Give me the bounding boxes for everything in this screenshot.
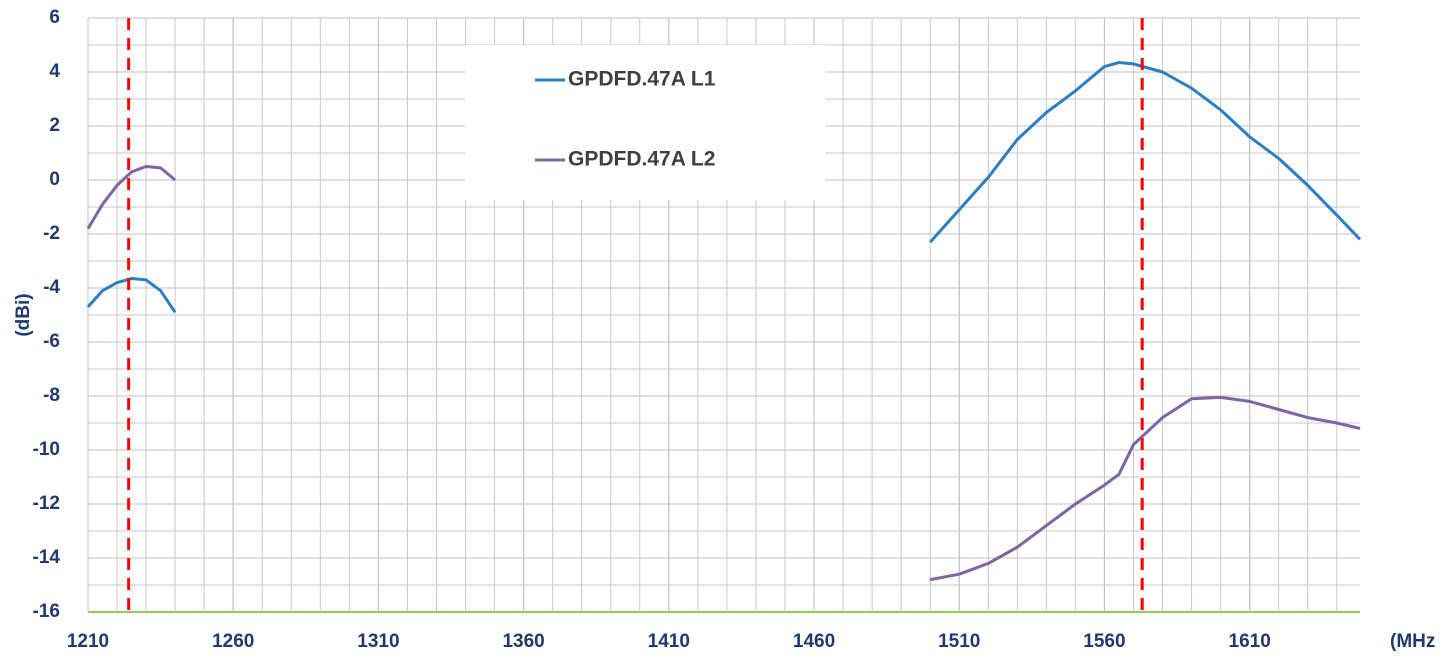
x-tick-label: 1410 (648, 631, 690, 652)
y-tick-label: -10 (33, 439, 60, 460)
legend-box (465, 45, 825, 200)
x-tick-label: 1260 (212, 631, 254, 652)
x-tick-label: 1460 (793, 631, 835, 652)
series-line (86, 165, 1361, 582)
y-tick-label: -4 (43, 277, 60, 298)
y-tick-label: 4 (49, 61, 60, 82)
y-tick-label: 2 (49, 115, 60, 136)
x-tick-label: 1310 (357, 631, 399, 652)
y-tick-label: -14 (33, 547, 61, 568)
y-tick-label: 0 (49, 169, 60, 190)
legend-label: GPDFD.47A L1 (568, 68, 716, 91)
legend-label: GPDFD.47A L2 (568, 148, 715, 171)
y-tick-label: -2 (43, 223, 60, 244)
series-line (86, 61, 1362, 314)
y-tick-label: -8 (43, 385, 60, 406)
x-tick-label: 1560 (1083, 631, 1125, 652)
y-tick-label: -12 (33, 493, 60, 514)
y-tick-label: -6 (43, 331, 60, 352)
y-axis-label: (dBi) (13, 293, 34, 336)
x-tick-label: 1210 (67, 631, 109, 652)
y-tick-label: 6 (49, 7, 60, 28)
y-tick-label: -16 (33, 601, 60, 622)
x-tick-label: 1510 (938, 631, 980, 652)
x-tick-label: 1610 (1229, 631, 1271, 652)
x-tick-label: 1360 (502, 631, 544, 652)
x-axis-label: (MHz (1390, 631, 1435, 652)
